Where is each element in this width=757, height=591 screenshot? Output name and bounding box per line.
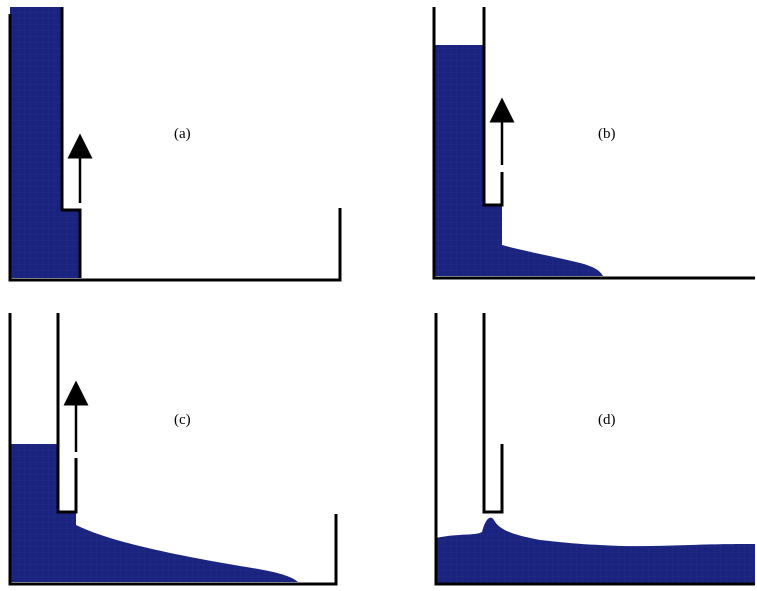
fluid-region	[436, 517, 755, 583]
panel-a: (a)	[8, 7, 342, 282]
gate-wall	[482, 313, 504, 514]
tank-wall	[8, 14, 342, 282]
tank-wall	[432, 7, 755, 280]
panel-d: (d)	[434, 313, 755, 586]
panel-label-c: (c)	[174, 412, 191, 428]
gate-wall	[56, 313, 78, 514]
panel-c: (c)	[8, 313, 338, 586]
gate-wall	[482, 7, 504, 207]
fluid-region	[10, 7, 80, 278]
panel-label-b: (b)	[598, 126, 616, 142]
tank-wall	[434, 313, 755, 586]
fluid-region	[10, 444, 298, 582]
fluid-region	[434, 45, 603, 276]
tank-wall	[8, 313, 338, 586]
panel-label-a: (a)	[174, 126, 191, 142]
panel-label-d: (d)	[598, 412, 616, 428]
gate-wall	[60, 7, 82, 278]
panel-b: (b)	[432, 7, 755, 280]
